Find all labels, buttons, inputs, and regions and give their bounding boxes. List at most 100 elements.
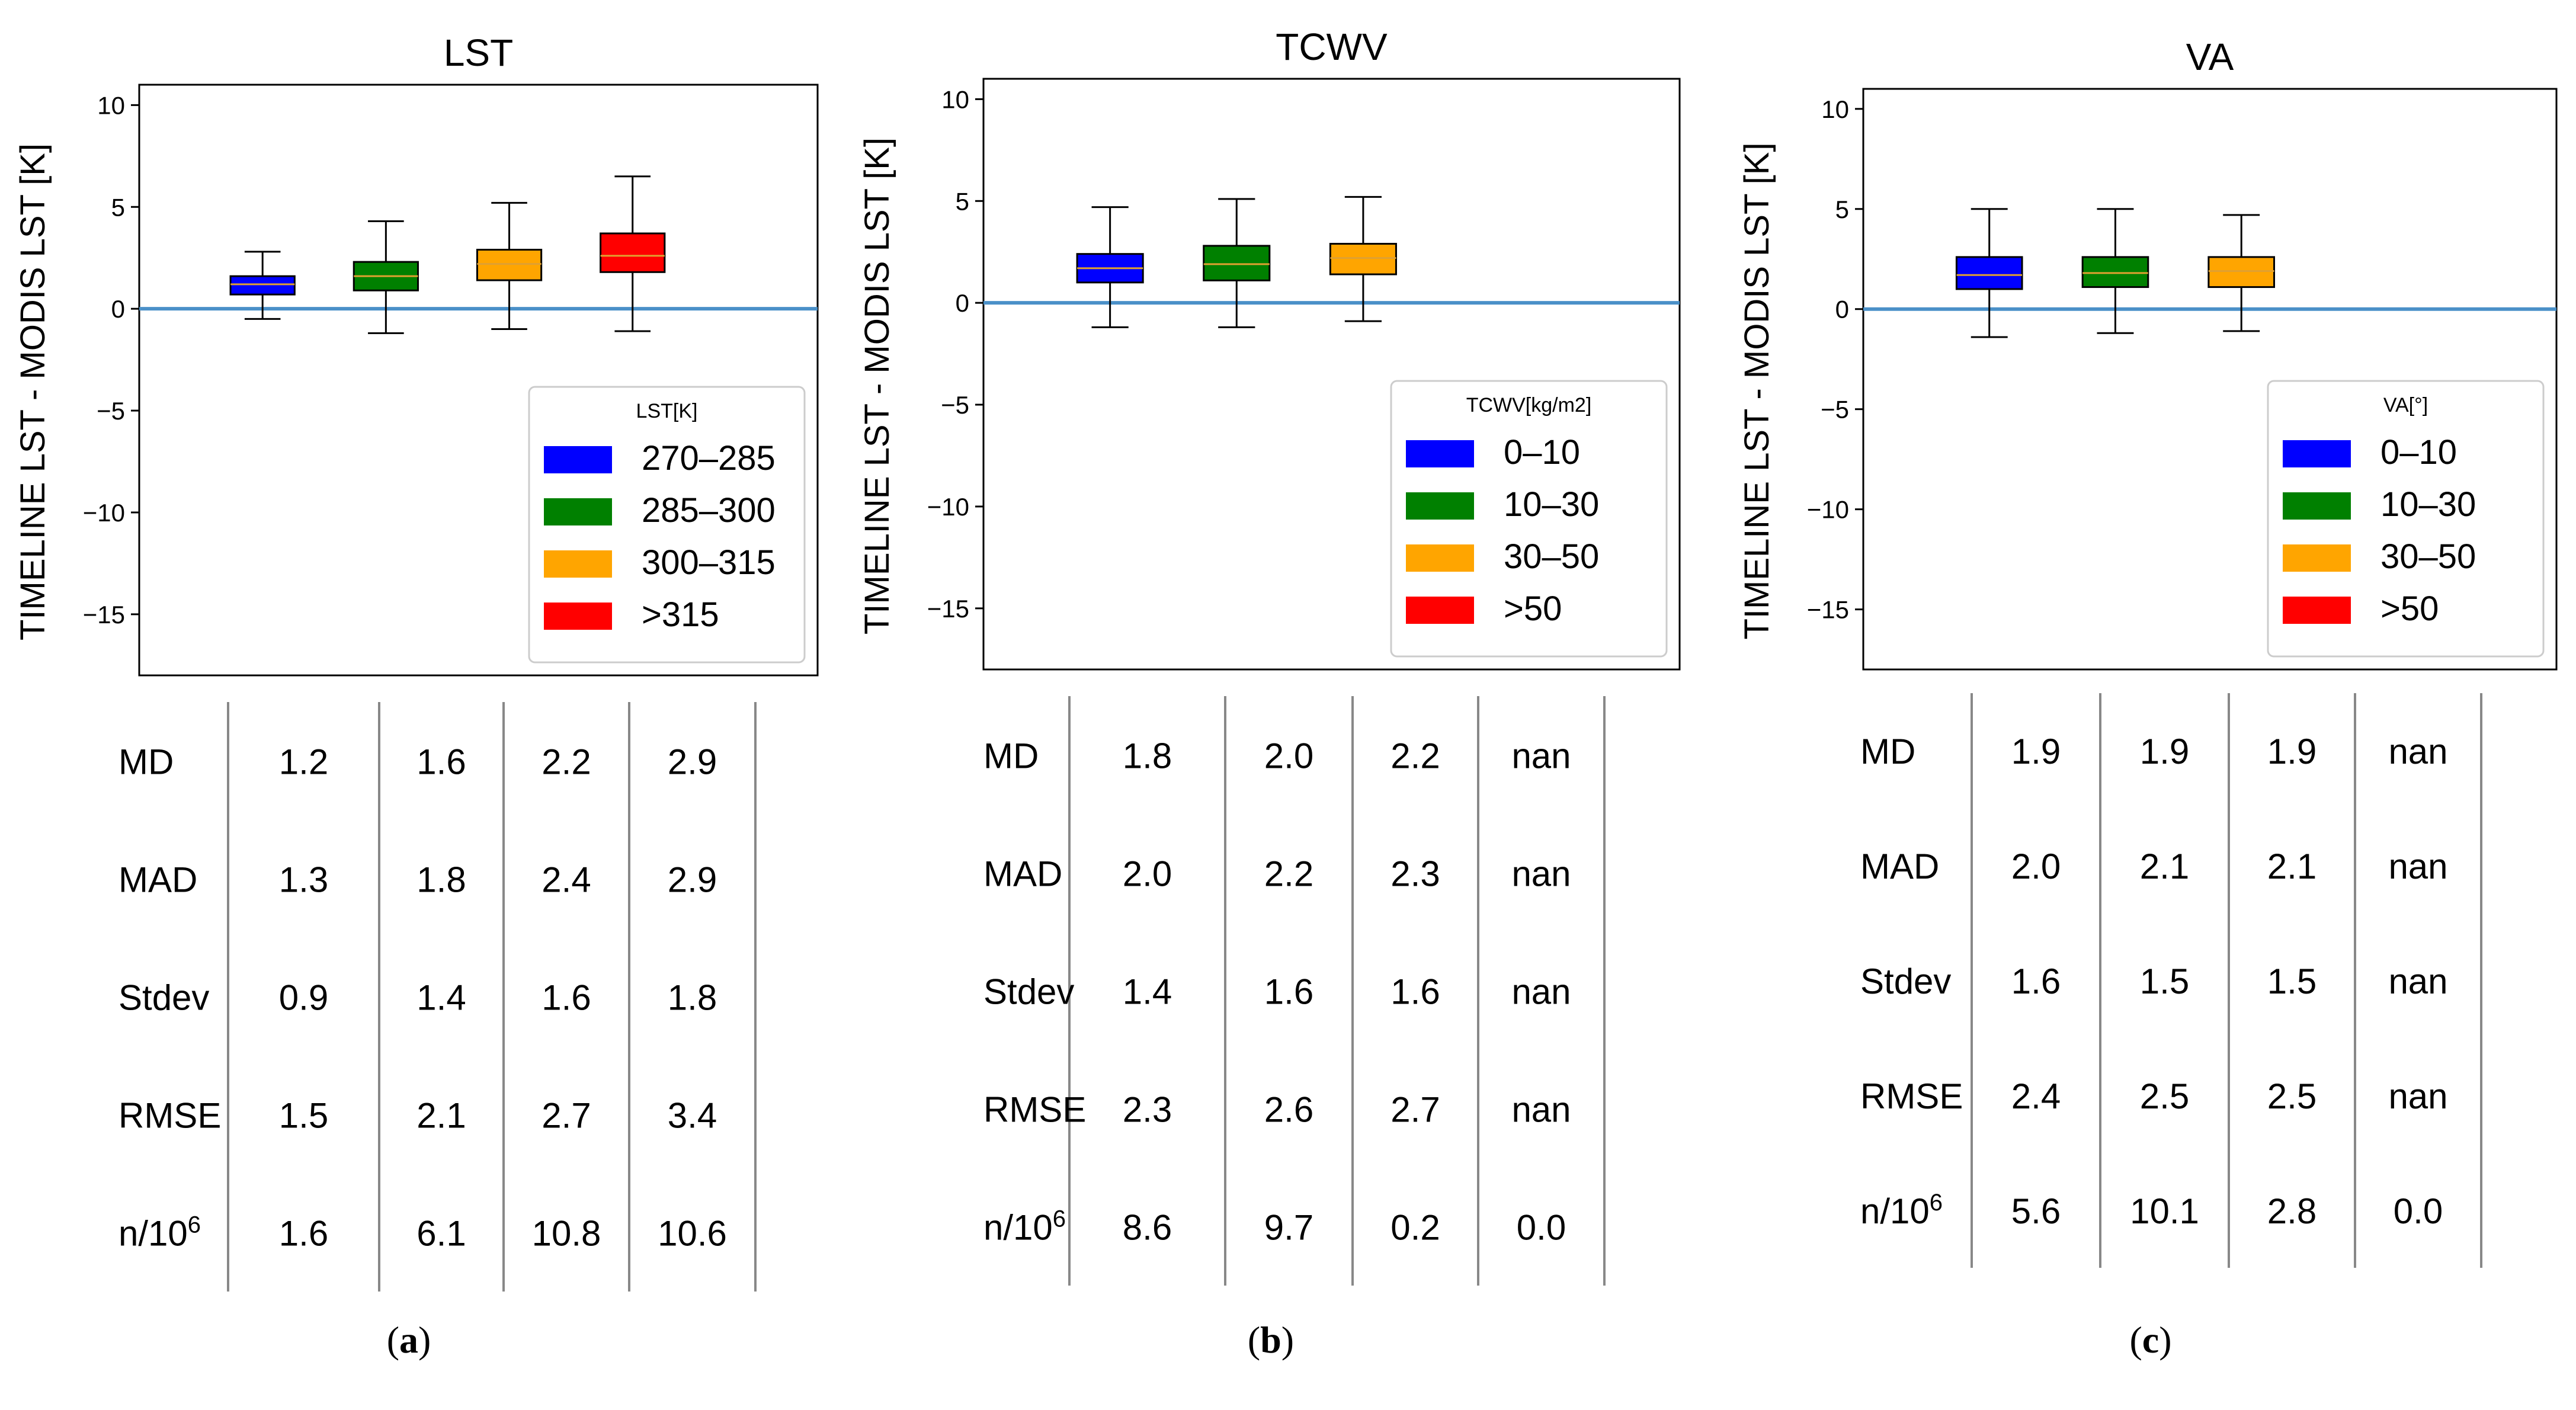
panel-a: LST 10 5 0 −5 −10 −15 TIMELINE LST - MODIS LST … (14, 31, 819, 1292)
y-tick-label: 10 (97, 91, 125, 119)
cell-value: 3.4 (668, 1096, 717, 1136)
cell-value: 2.9 (668, 860, 717, 900)
cell-value: 1.5 (279, 1096, 328, 1136)
box-1 (1955, 208, 2023, 338)
cell-value: nan (1511, 854, 1571, 894)
cell-value: 1.8 (1123, 736, 1172, 776)
cell-value: nan (2388, 962, 2447, 1001)
cell-value: nan (2388, 847, 2447, 886)
stats-table: MD 1.2 1.6 2.2 2.9 MAD 1.3 1.8 2.4 2.9 Stdev 0.9 1.4… (118, 702, 757, 1292)
cell-value: 2.1 (416, 1096, 466, 1136)
cell-value: 9.7 (1264, 1208, 1313, 1248)
y-tick-label: −15 (83, 601, 125, 629)
chart-title: TCWV (1276, 25, 1388, 68)
row-label: Stdev (118, 978, 209, 1018)
box-3 (2207, 214, 2275, 332)
y-tick-label: 10 (941, 85, 969, 113)
legend-title: LST[K] (636, 400, 698, 422)
y-tick-label: −10 (1807, 496, 1849, 524)
row-label: MAD (983, 854, 1062, 894)
y-axis-label: TIMELINE LST - MODIS LST [K] (858, 137, 896, 634)
cell-value: 2.2 (1264, 854, 1313, 894)
legend-label: 0–10 (1504, 433, 1580, 472)
y-tick-label: −15 (927, 595, 969, 623)
legend-swatch (544, 446, 612, 473)
row-label: MAD (118, 860, 197, 900)
cell-value: 2.0 (1264, 736, 1313, 776)
box-body (1203, 245, 1271, 281)
cell-value: 5.6 (2011, 1191, 2061, 1231)
legend-label: 10–30 (1504, 485, 1599, 524)
legend-label: 30–50 (1504, 537, 1599, 576)
box-body (229, 275, 296, 296)
box-2 (2081, 208, 2149, 334)
cell-value: 2.1 (2140, 847, 2189, 886)
box-3 (476, 201, 543, 331)
row-label: Stdev (1860, 962, 1951, 1001)
legend-swatch (2283, 440, 2351, 467)
cell-value: 1.8 (416, 860, 466, 900)
panel-b: TCWV 10 5 0 −5 −10 −15 TIMELINE LST - MODIS LST… (858, 25, 1681, 1286)
cell-value: 2.6 (1264, 1090, 1313, 1130)
row-label: RMSE (118, 1096, 221, 1136)
cell-value: 8.6 (1123, 1208, 1172, 1248)
cell-value: 2.4 (2011, 1076, 2061, 1116)
chart-title: LST (444, 31, 513, 74)
cell-value: 2.7 (542, 1096, 591, 1136)
y-tick-label: −15 (1807, 596, 1849, 624)
legend-swatch (2283, 597, 2351, 624)
cell-value: 1.8 (668, 978, 717, 1018)
cell-value: 1.6 (279, 1214, 328, 1254)
stats-table: MD 1.8 2.0 2.2 nan MAD 2.0 2.2 2.3 nan Stdev 1.4 1.6… (983, 696, 1606, 1286)
caption-b: (b) (1247, 1319, 1295, 1361)
cell-value: 2.5 (2140, 1076, 2189, 1116)
cell-value: 1.5 (2140, 962, 2189, 1001)
y-tick-label: 5 (956, 187, 969, 215)
caption-c: (c) (2129, 1319, 2172, 1361)
y-tick-label: −5 (1821, 396, 1849, 424)
cell-value: 1.2 (279, 742, 328, 782)
cell-value: 2.3 (1123, 1090, 1172, 1130)
cell-value: 1.3 (279, 860, 328, 900)
cell-value: 1.4 (416, 978, 466, 1018)
cell-value: 10.8 (532, 1214, 601, 1254)
y-tick-label: −5 (97, 397, 125, 425)
cell-value: nan (2388, 732, 2447, 771)
legend-title: VA[°] (2383, 394, 2428, 416)
box-body (1955, 256, 2023, 290)
cell-value: 2.4 (542, 860, 591, 900)
cell-value: 2.7 (1390, 1090, 1440, 1130)
box-body (2081, 256, 2149, 289)
legend-title: TCWV[kg/m2] (1466, 394, 1592, 416)
y-axis-label: TIMELINE LST - MODIS LST [K] (1738, 142, 1776, 639)
row-label: n/106 (983, 1206, 1066, 1248)
y-tick-label: −10 (927, 493, 969, 521)
row-label: MAD (1860, 847, 1939, 886)
legend-swatch (544, 603, 612, 630)
cell-value: 2.0 (1123, 854, 1172, 894)
caption-a: (a) (386, 1319, 431, 1361)
legend-swatch (544, 498, 612, 525)
y-tick-label: −10 (83, 499, 125, 527)
cell-value: 1.5 (2267, 962, 2317, 1001)
cell-value: 1.9 (2267, 732, 2317, 771)
legend: VA[°] 0–10 10–30 30–50 >50 (2267, 380, 2545, 658)
legend-label: 270–285 (642, 439, 776, 478)
superscript: 6 (188, 1212, 201, 1238)
cell-value: 2.0 (2011, 847, 2061, 886)
panel-c: VA 10 5 0 −5 −10 −15 TIMELINE LST - MODIS LST [… (1738, 36, 2558, 1268)
legend-label: 285–300 (642, 491, 776, 530)
legend-swatch (1406, 597, 1474, 624)
cell-value: 1.4 (1123, 972, 1172, 1012)
row-label: RMSE (983, 1090, 1086, 1130)
y-tick-label: 0 (111, 295, 125, 323)
cell-value: 0.2 (1390, 1208, 1440, 1248)
plot-frame (138, 84, 819, 677)
cell-value: 2.2 (1390, 736, 1440, 776)
legend-label: 300–315 (642, 543, 776, 582)
box-body (2207, 256, 2275, 289)
box-1 (229, 251, 296, 320)
legend-swatch (2283, 544, 2351, 572)
legend: LST[K] 270–285 285–300 300–315 >315 (528, 386, 806, 664)
y-axis-label: TIMELINE LST - MODIS LST [K] (14, 143, 52, 640)
